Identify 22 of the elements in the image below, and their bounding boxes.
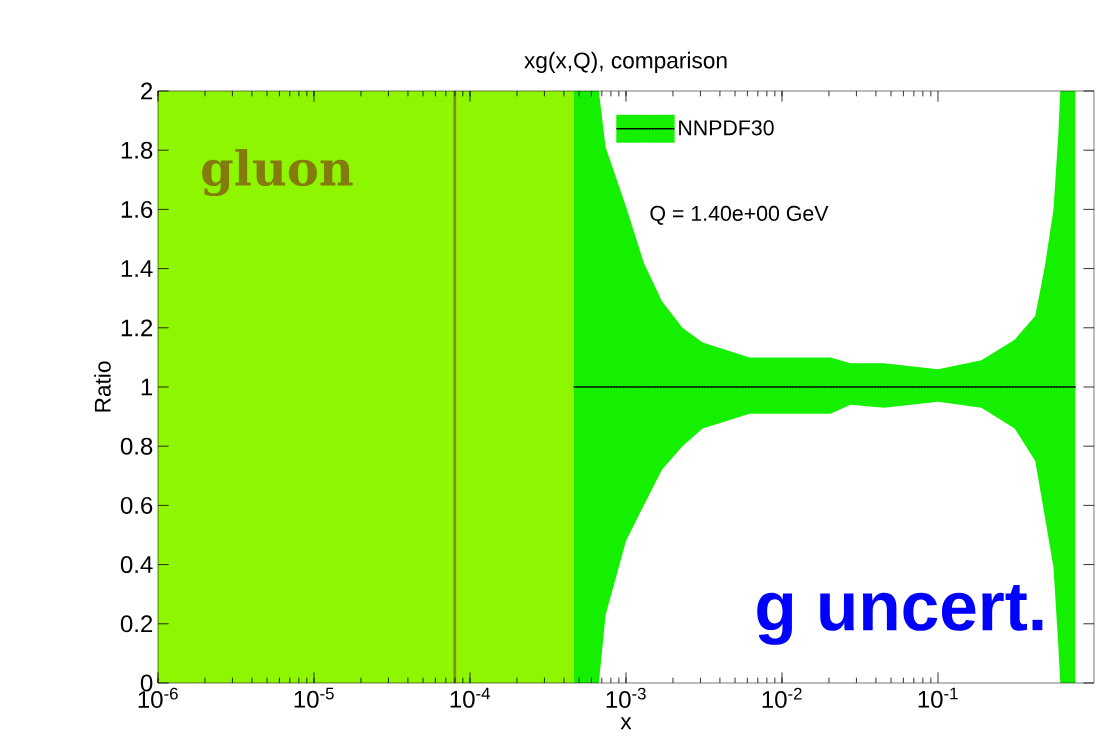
y-tick-label: 1.6 — [121, 200, 153, 218]
y-tick-label: 1.4 — [121, 260, 153, 277]
y-tick-label: 1.2 — [121, 319, 153, 337]
band-label: gluon — [202, 148, 353, 197]
x-tick-label: 10$^{-2}$ — [762, 687, 802, 709]
x-tick-label: 10$^{-5}$ — [294, 687, 334, 708]
annotation: g uncert. — [757, 584, 1043, 645]
y-tick-label: 0.8 — [120, 437, 153, 455]
y-tick-label: 0.2 — [120, 615, 153, 633]
y-tick-label: 2 — [141, 82, 153, 100]
x-axis-title: x — [620, 717, 632, 730]
y-tick-label: 0.4 — [120, 556, 153, 574]
legend-label: NNPDF30 — [679, 120, 774, 136]
y-tick-label: 1.8 — [121, 141, 153, 159]
x-tick-label: 10$^{-4}$ — [450, 687, 490, 708]
x-tick-label: 10$^{-3}$ — [606, 687, 646, 709]
y-tick-label: 1 — [141, 378, 153, 396]
annotation: Q = 1.40e+00 GeV — [650, 205, 829, 225]
chart-title: xg(x,Q), comparison — [524, 51, 727, 73]
y-axis-title: Ratio — [94, 361, 111, 412]
y-tick-label: 0.6 — [120, 496, 153, 514]
x-tick-label: 10$^{-1}$ — [918, 687, 958, 708]
